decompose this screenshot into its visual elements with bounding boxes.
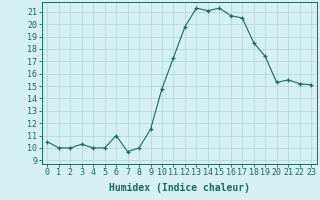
X-axis label: Humidex (Indice chaleur): Humidex (Indice chaleur) bbox=[109, 183, 250, 193]
